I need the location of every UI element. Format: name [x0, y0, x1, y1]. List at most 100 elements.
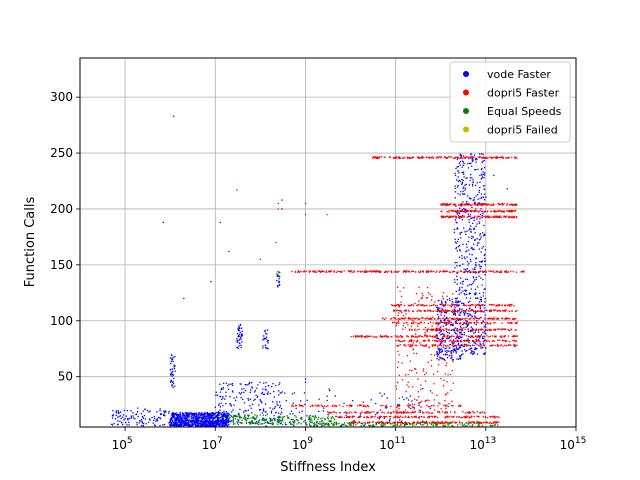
data-point-equal-speeds	[333, 418, 336, 421]
data-point-vode-faster	[484, 210, 486, 212]
data-point-vode-faster	[148, 411, 150, 413]
data-point-dopri5-faster	[421, 400, 423, 402]
data-point-vode-faster	[443, 315, 446, 317]
data-point-vode-faster	[213, 417, 215, 419]
data-point-dopri5-faster	[366, 415, 368, 418]
data-point-vode-faster	[474, 331, 477, 333]
data-point-vode-faster	[264, 386, 267, 388]
data-point-dopri5-faster	[457, 318, 459, 320]
data-point-vode-faster	[177, 424, 179, 426]
data-point-dopri5-faster	[396, 309, 399, 311]
data-point-equal-speeds	[330, 417, 333, 419]
data-point-vode-faster	[205, 423, 207, 426]
data-point-vode-faster	[236, 347, 238, 349]
data-point-dopri5-faster	[298, 271, 300, 273]
data-point-dopri5-faster	[458, 318, 460, 320]
data-point-equal-speeds	[253, 417, 255, 420]
data-point-vode-faster	[187, 415, 189, 417]
data-point-dopri5-faster	[462, 345, 465, 347]
data-point-vode-faster	[468, 219, 470, 221]
data-point-dopri5-faster	[438, 329, 441, 332]
data-point-vode-faster	[476, 242, 479, 244]
data-point-vode-faster	[198, 424, 200, 426]
data-point-vode-faster	[171, 413, 174, 416]
data-point-dopri5-faster	[399, 411, 401, 413]
data-point-vode-faster	[270, 412, 272, 414]
data-point-dopri5-faster	[404, 409, 407, 411]
data-point-vode-faster	[112, 410, 114, 412]
data-point-vode-faster	[191, 417, 194, 419]
data-point-vode-faster	[141, 421, 144, 423]
data-point-vode-faster	[215, 425, 217, 427]
data-point-vode-faster	[136, 422, 138, 424]
data-point-vode-faster	[468, 184, 471, 186]
data-point-vode-faster	[483, 224, 485, 227]
data-point-dopri5-faster	[332, 404, 334, 406]
data-point-vode-faster	[454, 301, 457, 303]
data-point-vode-faster	[208, 414, 210, 416]
data-point-dopri5-faster	[508, 215, 510, 218]
data-point-dopri5-faster	[514, 343, 516, 346]
data-point-vode-faster	[479, 218, 481, 220]
data-point-vode-faster	[437, 316, 440, 318]
data-point-dopri5-faster	[490, 310, 492, 312]
data-point-dopri5-faster	[365, 336, 367, 338]
data-point-dopri5-faster	[325, 270, 327, 272]
data-point-vode-faster	[280, 392, 282, 394]
data-point-vode-faster	[304, 419, 306, 422]
data-point-vode-faster	[458, 213, 461, 215]
data-point-equal-speeds	[301, 418, 303, 420]
data-point-vode-faster	[466, 260, 468, 263]
data-point-vode-faster	[281, 391, 284, 393]
data-point-dopri5-faster	[452, 318, 454, 320]
data-point-vode-faster	[266, 333, 268, 335]
data-point-dopri5-faster	[378, 271, 380, 273]
data-point-vode-faster	[202, 418, 204, 421]
data-point-vode-faster	[117, 420, 119, 422]
data-point-vode-faster	[209, 421, 211, 424]
data-point-dopri5-faster	[446, 204, 449, 206]
data-point-vode-faster	[177, 421, 180, 424]
data-point-equal-speeds	[254, 414, 256, 416]
data-point-vode-faster	[185, 412, 187, 414]
data-point-dopri5-faster	[398, 411, 400, 414]
data-point-dopri5-faster	[422, 340, 424, 342]
data-point-vode-faster	[334, 395, 336, 397]
data-point-dopri5-faster	[411, 157, 413, 159]
data-point-dopri5-faster	[465, 322, 468, 325]
data-point-vode-faster	[462, 290, 464, 292]
data-point-dopri5-faster	[424, 339, 426, 342]
data-point-dopri5-faster	[411, 386, 414, 388]
data-point-vode-faster	[455, 350, 457, 353]
data-point-dopri5-faster	[399, 404, 401, 407]
data-point-vode-faster	[228, 423, 230, 426]
data-point-dopri5-faster	[422, 412, 424, 414]
data-point-vode-faster	[174, 419, 176, 421]
data-point-dopri5-faster	[461, 416, 464, 419]
data-point-vode-faster	[479, 337, 481, 339]
data-point-dopri5-faster	[433, 383, 435, 385]
data-point-dopri5-faster	[479, 203, 481, 206]
data-point-dopri5-faster	[413, 321, 415, 323]
data-point-vode-faster	[452, 349, 454, 351]
data-point-dopri5-faster	[410, 304, 412, 307]
data-point-dopri5-faster	[388, 411, 390, 413]
data-point-vode-faster	[215, 394, 217, 396]
data-point-dopri5-faster	[469, 421, 472, 424]
data-point-dopri5-faster	[406, 412, 408, 414]
data-point-dopri5-faster	[493, 309, 495, 312]
data-point-dopri5-faster	[496, 156, 498, 158]
data-point-dopri5-faster	[480, 345, 482, 347]
data-point-dopri5-faster	[451, 335, 453, 337]
data-point-vode-faster	[474, 316, 476, 318]
data-point-dopri5-faster	[397, 271, 399, 273]
data-point-vode-faster	[455, 352, 457, 354]
data-point-vode-faster	[195, 418, 197, 420]
data-point-vode-faster	[460, 292, 462, 294]
data-point-vode-faster	[238, 345, 240, 347]
data-point-vode-faster	[459, 319, 462, 321]
data-point-dopri5-faster	[467, 344, 469, 346]
data-point-dopri5-faster	[490, 204, 492, 206]
data-point-dopri5-faster	[483, 203, 485, 205]
data-point-vode-faster	[454, 281, 456, 283]
